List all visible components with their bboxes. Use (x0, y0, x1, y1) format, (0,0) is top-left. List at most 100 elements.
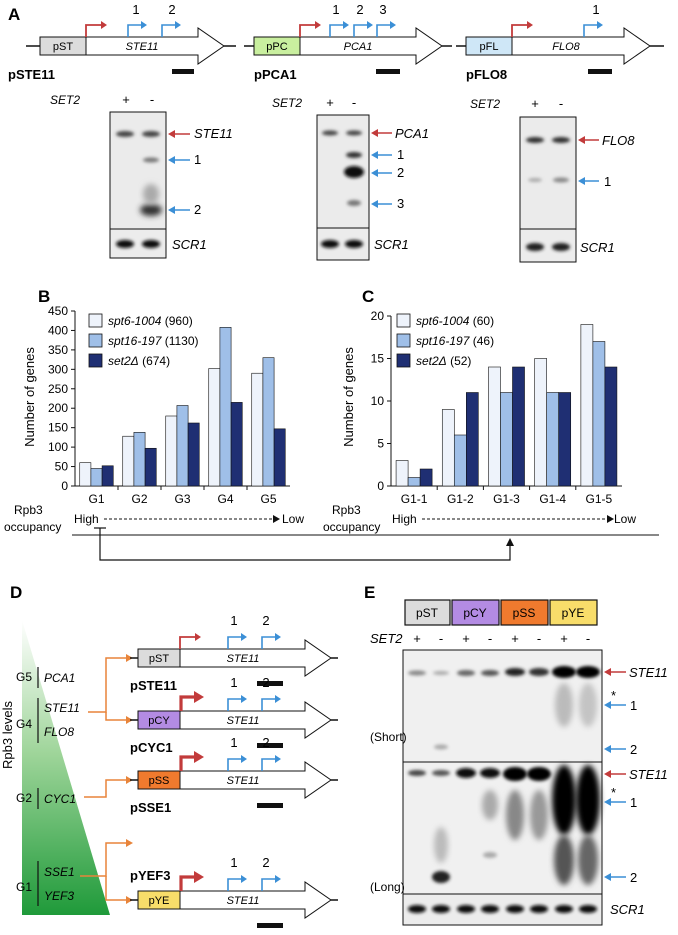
rpb3-label: Rpb3 (14, 503, 43, 517)
legend-swatch (396, 353, 411, 368)
band-label: FLO8 (602, 133, 635, 148)
tss-label: 1 (332, 2, 339, 17)
lane-sign: - (352, 95, 356, 110)
blot-flo8: SET2 + - FLO8 1 SCR1 (470, 96, 635, 263)
promoter-label: pYE (149, 895, 170, 907)
lane-sign: - (586, 631, 590, 646)
y-tick-label: 400 (48, 323, 68, 337)
bar (592, 341, 606, 487)
band-label: 2 (630, 870, 637, 885)
tss-label: 1 (230, 855, 237, 870)
y-tick-label: 20 (371, 309, 385, 323)
tss-label: 1 (230, 675, 237, 690)
bar (165, 415, 178, 487)
tss-label: 3 (379, 2, 386, 17)
bar (101, 465, 114, 487)
bar (133, 432, 146, 487)
gene-label: STE11 (227, 895, 260, 907)
construct-name: pPCA1 (254, 67, 297, 82)
y-tick-label: 10 (371, 394, 385, 408)
construct-name: pSTE11 (130, 678, 177, 693)
legend-entry: spt6-1004 (960) (108, 314, 193, 328)
x-tick-label: G1-5 (586, 492, 613, 506)
bar (230, 402, 243, 487)
bar (419, 468, 433, 487)
band-label: 1 (630, 698, 637, 713)
exposure-label: (Short) (370, 730, 407, 744)
panel-a: A pST STE11 1 2 pSTE11 pPC PCA1 (8, 2, 664, 263)
band-label: 1 (630, 795, 637, 810)
bar (262, 357, 275, 487)
bar (407, 477, 421, 487)
construct-pflo8-top: pFL FLO8 1 pFLO8 (456, 2, 664, 82)
construct-name: pFLO8 (466, 67, 507, 82)
gene-label: FLO8 (552, 41, 580, 53)
bar (453, 434, 467, 487)
gene-label: STE11 (227, 775, 260, 787)
lane-sign: + (122, 92, 130, 107)
construct-name: pCYC1 (130, 740, 173, 755)
bar (466, 392, 479, 487)
bar (546, 392, 560, 487)
bar (512, 366, 525, 487)
promoter-header-label: pST (416, 606, 439, 620)
gene-label: STE11 (227, 653, 260, 665)
group-g4: G4 STE11 FLO8 (16, 698, 80, 743)
bar (208, 368, 221, 487)
panel-c: C Number of genes 0 5 10 15 20 G1-1 G1-2 G1-3 G1… (323, 287, 636, 534)
short-bands (408, 666, 600, 750)
loading-label: SCR1 (172, 237, 207, 252)
lane-signs: + - + - + - + - (413, 631, 590, 646)
bar (488, 366, 501, 487)
legend-entry: set2Δ (52) (416, 354, 471, 368)
group-label: G5 (16, 670, 32, 684)
band-label: 2 (630, 742, 637, 757)
lane-sign: - (537, 631, 541, 646)
chart-b: 0 50 100 150 200 250 300 350 400 450 G1 G2 G3 G4 G5 (48, 304, 290, 506)
construct-pste11: pST STE11 1 2 pSTE11 (130, 613, 338, 693)
gradient-low: Low (614, 512, 636, 526)
genotype-label: SET2 (470, 97, 500, 111)
chart-c: 0 5 10 15 20 G1-1 G1-2 G1-3 G1-4 G1-5 (371, 309, 622, 506)
y-tick-label: 0 (61, 479, 68, 493)
promoter-label: pCY (148, 715, 170, 727)
bar (604, 366, 618, 487)
y-tick-label: 5 (377, 437, 384, 451)
gene-label: STE11 (126, 41, 159, 53)
lane-sign: - (488, 631, 492, 646)
panel-b-letter: B (38, 287, 50, 306)
legend-entry: set2Δ (674) (108, 354, 170, 368)
group-gene: YEF3 (44, 889, 74, 903)
y-tick-label: 300 (48, 362, 68, 376)
legend-swatch (88, 333, 103, 348)
panel-e-letter: E (364, 583, 375, 602)
gene-arrow (85, 27, 225, 65)
band-label: STE11 (629, 767, 668, 782)
promoter-label: pST (149, 653, 169, 665)
group-label: G2 (16, 791, 32, 805)
y-tick-label: 200 (48, 401, 68, 415)
x-tick-label: G1-1 (401, 492, 428, 506)
tss-label: 2 (356, 2, 363, 17)
band-label: STE11 (194, 126, 233, 141)
group-g1: G1 SSE1 YEF3 (16, 861, 75, 906)
tss-label: 2 (262, 675, 269, 690)
promoter-label: pPC (266, 41, 287, 53)
legend-swatch (396, 333, 411, 348)
y-axis-title: Number of genes (22, 347, 37, 447)
tss-label: 2 (262, 613, 269, 628)
construct-name: pSTE11 (8, 67, 55, 82)
bar (122, 435, 135, 487)
promoter-header: pST pCY pSS pYE (404, 599, 598, 626)
lane-sign: + (413, 631, 421, 646)
group-gene: PCA1 (44, 671, 75, 685)
group-g2: G2 CYC1 (16, 788, 76, 809)
construct-psse1: pSS STE11 1 2 pSSE1 (130, 735, 338, 815)
promoter-label: pST (53, 41, 73, 53)
lane-sign: + (462, 631, 470, 646)
loading-label: SCR1 (580, 240, 615, 255)
exposure-label: (Long) (370, 880, 405, 894)
band-label: 3 (397, 196, 404, 211)
gradient-high: High (392, 512, 417, 526)
